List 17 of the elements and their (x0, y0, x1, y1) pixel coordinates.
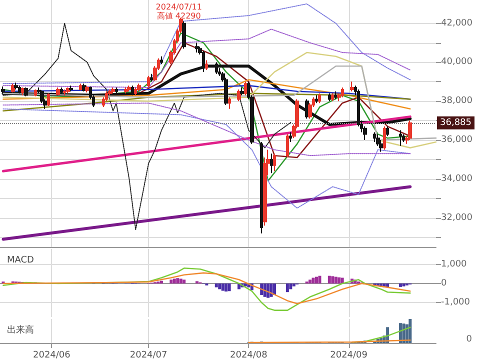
x-tick-label: 2024/09 (330, 350, 368, 360)
y-tick-label: 32,000 (441, 212, 473, 223)
y-tick-label: 36,000 (441, 135, 473, 146)
x-tick-label: 2024/07 (130, 350, 168, 360)
ref-line-label: 36,885 (440, 118, 472, 128)
y-tick-label: 38,000 (441, 96, 473, 106)
text: MACD (7, 256, 34, 266)
y-tick-label: 42,000 (441, 18, 473, 28)
y-tick-label: 34,000 (441, 174, 473, 184)
y-tick-label: 0 (441, 278, 447, 288)
x-tick-label: 2024/08 (230, 350, 268, 360)
y-tick-label: -1,000 (441, 298, 470, 308)
y-tick-label: 1,000 (441, 259, 468, 270)
x-tick-label: 2024/06 (32, 350, 71, 360)
text: 出来高 (7, 324, 34, 336)
annotation: 2024/07/11 高値 42290 (156, 2, 202, 21)
y-tick-label: 40,000 (441, 57, 473, 68)
